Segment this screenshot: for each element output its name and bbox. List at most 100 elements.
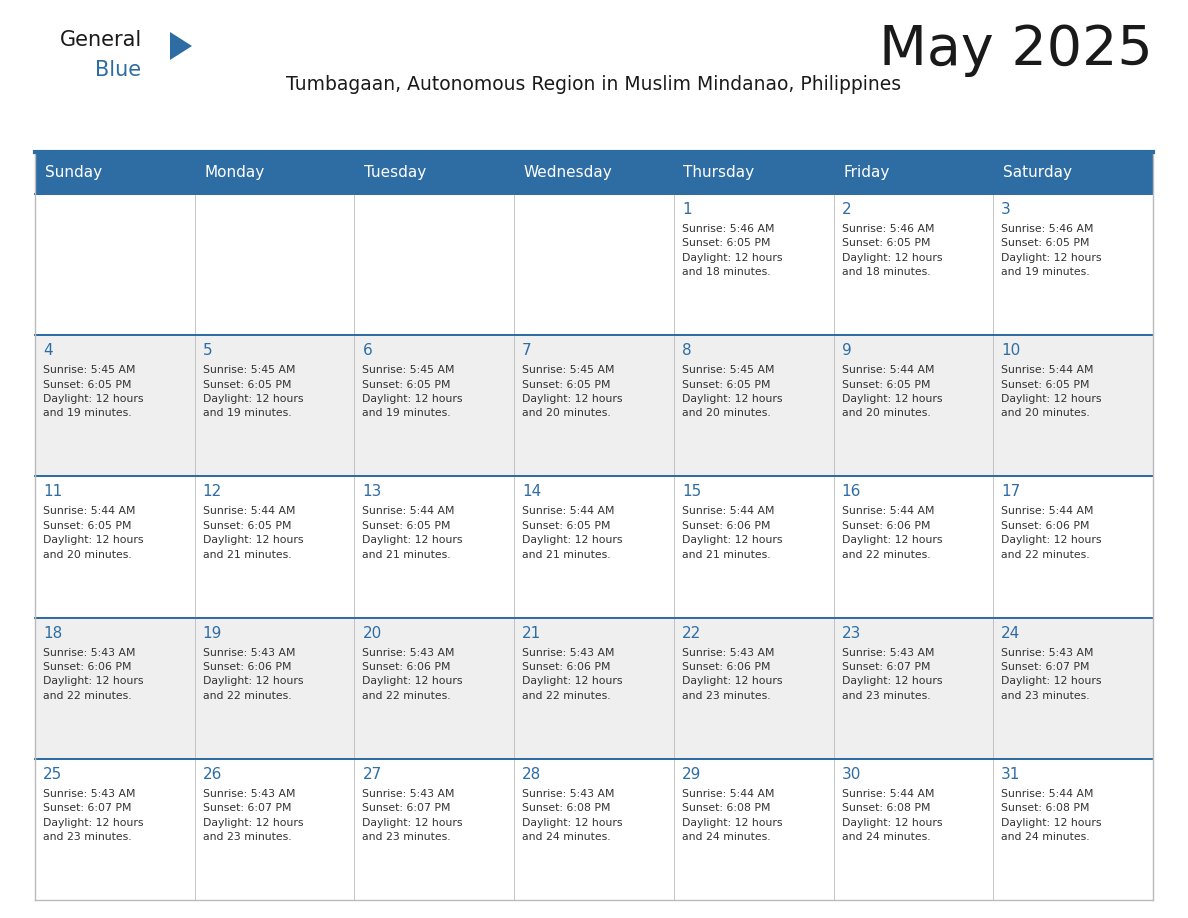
- Text: Sunday: Sunday: [45, 165, 102, 181]
- Text: 15: 15: [682, 485, 701, 499]
- Text: Sunrise: 5:45 AM
Sunset: 6:05 PM
Daylight: 12 hours
and 19 minutes.: Sunrise: 5:45 AM Sunset: 6:05 PM Dayligh…: [43, 365, 144, 419]
- Text: 17: 17: [1001, 485, 1020, 499]
- Text: Monday: Monday: [204, 165, 265, 181]
- Bar: [674, 759, 834, 900]
- Bar: [195, 335, 354, 476]
- Bar: [195, 152, 354, 194]
- Text: Wednesday: Wednesday: [524, 165, 613, 181]
- Text: 8: 8: [682, 343, 691, 358]
- Text: Sunrise: 5:44 AM
Sunset: 6:05 PM
Daylight: 12 hours
and 21 minutes.: Sunrise: 5:44 AM Sunset: 6:05 PM Dayligh…: [362, 507, 463, 560]
- Text: Sunrise: 5:43 AM
Sunset: 6:07 PM
Daylight: 12 hours
and 23 minutes.: Sunrise: 5:43 AM Sunset: 6:07 PM Dayligh…: [841, 647, 942, 700]
- Text: 6: 6: [362, 343, 372, 358]
- Text: Saturday: Saturday: [1003, 165, 1072, 181]
- Text: Sunrise: 5:43 AM
Sunset: 6:06 PM
Daylight: 12 hours
and 22 minutes.: Sunrise: 5:43 AM Sunset: 6:06 PM Dayligh…: [43, 647, 144, 700]
- Text: Sunrise: 5:43 AM
Sunset: 6:06 PM
Daylight: 12 hours
and 22 minutes.: Sunrise: 5:43 AM Sunset: 6:06 PM Dayligh…: [362, 647, 463, 700]
- Bar: [834, 618, 993, 759]
- Text: 28: 28: [523, 767, 542, 782]
- Text: Sunrise: 5:46 AM
Sunset: 6:05 PM
Daylight: 12 hours
and 18 minutes.: Sunrise: 5:46 AM Sunset: 6:05 PM Dayligh…: [682, 224, 783, 277]
- Text: May 2025: May 2025: [879, 23, 1154, 77]
- Text: 9: 9: [841, 343, 852, 358]
- Bar: [993, 194, 1154, 335]
- Text: 3: 3: [1001, 202, 1011, 217]
- Bar: [34, 618, 195, 759]
- Bar: [195, 194, 354, 335]
- Bar: [514, 335, 674, 476]
- Bar: [993, 335, 1154, 476]
- Bar: [354, 759, 514, 900]
- Text: Sunrise: 5:45 AM
Sunset: 6:05 PM
Daylight: 12 hours
and 19 minutes.: Sunrise: 5:45 AM Sunset: 6:05 PM Dayligh…: [203, 365, 303, 419]
- Bar: [514, 476, 674, 618]
- Bar: [354, 618, 514, 759]
- Bar: [674, 335, 834, 476]
- Bar: [514, 759, 674, 900]
- Text: Sunrise: 5:44 AM
Sunset: 6:05 PM
Daylight: 12 hours
and 21 minutes.: Sunrise: 5:44 AM Sunset: 6:05 PM Dayligh…: [523, 507, 623, 560]
- Text: 12: 12: [203, 485, 222, 499]
- Text: Sunrise: 5:44 AM
Sunset: 6:08 PM
Daylight: 12 hours
and 24 minutes.: Sunrise: 5:44 AM Sunset: 6:08 PM Dayligh…: [841, 789, 942, 842]
- Bar: [834, 152, 993, 194]
- Text: Tuesday: Tuesday: [364, 165, 426, 181]
- Bar: [195, 759, 354, 900]
- Bar: [354, 194, 514, 335]
- Text: Blue: Blue: [95, 60, 141, 80]
- Bar: [195, 618, 354, 759]
- Bar: [993, 618, 1154, 759]
- Bar: [354, 152, 514, 194]
- Bar: [993, 476, 1154, 618]
- Text: 18: 18: [43, 625, 62, 641]
- Text: 16: 16: [841, 485, 861, 499]
- Text: Friday: Friday: [843, 165, 890, 181]
- Text: Sunrise: 5:46 AM
Sunset: 6:05 PM
Daylight: 12 hours
and 18 minutes.: Sunrise: 5:46 AM Sunset: 6:05 PM Dayligh…: [841, 224, 942, 277]
- Bar: [195, 476, 354, 618]
- Text: 22: 22: [682, 625, 701, 641]
- Text: 11: 11: [43, 485, 62, 499]
- Bar: [834, 476, 993, 618]
- Text: Thursday: Thursday: [683, 165, 754, 181]
- Text: 20: 20: [362, 625, 381, 641]
- Text: 27: 27: [362, 767, 381, 782]
- Text: 4: 4: [43, 343, 52, 358]
- Text: 26: 26: [203, 767, 222, 782]
- Text: Sunrise: 5:43 AM
Sunset: 6:07 PM
Daylight: 12 hours
and 23 minutes.: Sunrise: 5:43 AM Sunset: 6:07 PM Dayligh…: [1001, 647, 1101, 700]
- Bar: [674, 476, 834, 618]
- Bar: [34, 476, 195, 618]
- Text: Sunrise: 5:44 AM
Sunset: 6:05 PM
Daylight: 12 hours
and 21 minutes.: Sunrise: 5:44 AM Sunset: 6:05 PM Dayligh…: [203, 507, 303, 560]
- Text: Sunrise: 5:46 AM
Sunset: 6:05 PM
Daylight: 12 hours
and 19 minutes.: Sunrise: 5:46 AM Sunset: 6:05 PM Dayligh…: [1001, 224, 1101, 277]
- Bar: [993, 152, 1154, 194]
- Text: Sunrise: 5:45 AM
Sunset: 6:05 PM
Daylight: 12 hours
and 20 minutes.: Sunrise: 5:45 AM Sunset: 6:05 PM Dayligh…: [523, 365, 623, 419]
- Bar: [834, 759, 993, 900]
- Text: 25: 25: [43, 767, 62, 782]
- Polygon shape: [170, 32, 192, 60]
- Text: 23: 23: [841, 625, 861, 641]
- Bar: [34, 152, 195, 194]
- Bar: [674, 152, 834, 194]
- Text: Sunrise: 5:43 AM
Sunset: 6:06 PM
Daylight: 12 hours
and 22 minutes.: Sunrise: 5:43 AM Sunset: 6:06 PM Dayligh…: [203, 647, 303, 700]
- Bar: [834, 335, 993, 476]
- Text: 10: 10: [1001, 343, 1020, 358]
- Text: 24: 24: [1001, 625, 1020, 641]
- Text: Sunrise: 5:43 AM
Sunset: 6:07 PM
Daylight: 12 hours
and 23 minutes.: Sunrise: 5:43 AM Sunset: 6:07 PM Dayligh…: [362, 789, 463, 842]
- Bar: [354, 476, 514, 618]
- Text: Sunrise: 5:45 AM
Sunset: 6:05 PM
Daylight: 12 hours
and 19 minutes.: Sunrise: 5:45 AM Sunset: 6:05 PM Dayligh…: [362, 365, 463, 419]
- Text: 5: 5: [203, 343, 213, 358]
- Text: 29: 29: [682, 767, 701, 782]
- Text: Tumbagaan, Autonomous Region in Muslim Mindanao, Philippines: Tumbagaan, Autonomous Region in Muslim M…: [286, 75, 902, 94]
- Text: Sunrise: 5:45 AM
Sunset: 6:05 PM
Daylight: 12 hours
and 20 minutes.: Sunrise: 5:45 AM Sunset: 6:05 PM Dayligh…: [682, 365, 783, 419]
- Text: 30: 30: [841, 767, 861, 782]
- Text: Sunrise: 5:43 AM
Sunset: 6:06 PM
Daylight: 12 hours
and 22 minutes.: Sunrise: 5:43 AM Sunset: 6:06 PM Dayligh…: [523, 647, 623, 700]
- Text: 7: 7: [523, 343, 532, 358]
- Text: 1: 1: [682, 202, 691, 217]
- Text: Sunrise: 5:44 AM
Sunset: 6:08 PM
Daylight: 12 hours
and 24 minutes.: Sunrise: 5:44 AM Sunset: 6:08 PM Dayligh…: [682, 789, 783, 842]
- Bar: [354, 335, 514, 476]
- Text: Sunrise: 5:43 AM
Sunset: 6:08 PM
Daylight: 12 hours
and 24 minutes.: Sunrise: 5:43 AM Sunset: 6:08 PM Dayligh…: [523, 789, 623, 842]
- Text: Sunrise: 5:43 AM
Sunset: 6:07 PM
Daylight: 12 hours
and 23 minutes.: Sunrise: 5:43 AM Sunset: 6:07 PM Dayligh…: [203, 789, 303, 842]
- Text: General: General: [61, 30, 143, 50]
- Text: 14: 14: [523, 485, 542, 499]
- Text: Sunrise: 5:44 AM
Sunset: 6:06 PM
Daylight: 12 hours
and 21 minutes.: Sunrise: 5:44 AM Sunset: 6:06 PM Dayligh…: [682, 507, 783, 560]
- Text: Sunrise: 5:44 AM
Sunset: 6:05 PM
Daylight: 12 hours
and 20 minutes.: Sunrise: 5:44 AM Sunset: 6:05 PM Dayligh…: [841, 365, 942, 419]
- Text: 19: 19: [203, 625, 222, 641]
- Text: Sunrise: 5:44 AM
Sunset: 6:05 PM
Daylight: 12 hours
and 20 minutes.: Sunrise: 5:44 AM Sunset: 6:05 PM Dayligh…: [1001, 365, 1101, 419]
- Bar: [34, 194, 195, 335]
- Bar: [993, 759, 1154, 900]
- Bar: [34, 335, 195, 476]
- Bar: [34, 759, 195, 900]
